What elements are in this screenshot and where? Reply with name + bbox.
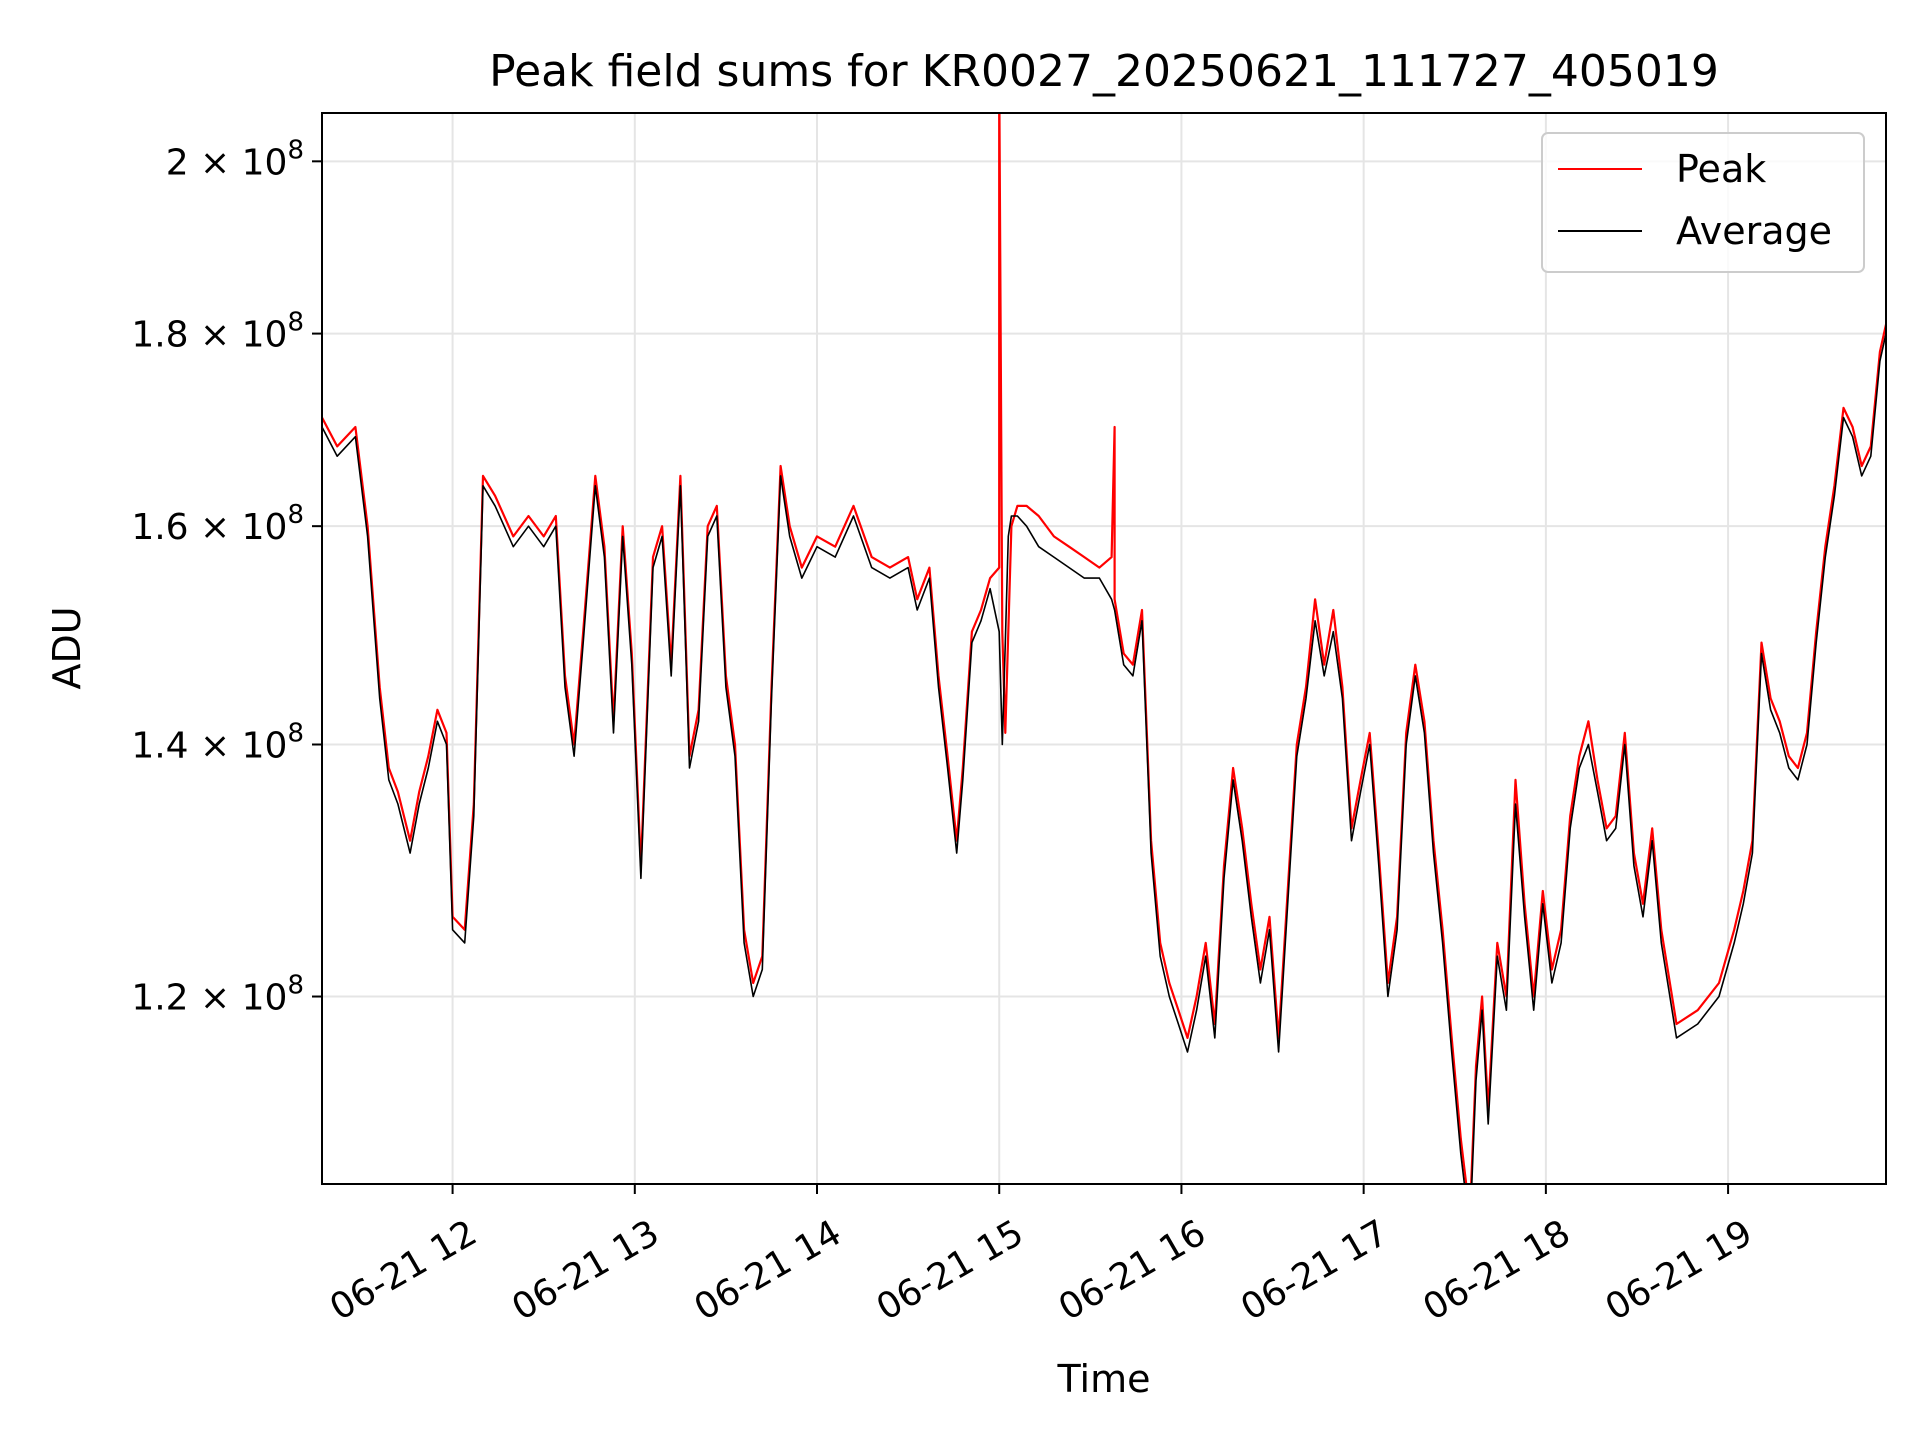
series-line-average (322, 333, 1886, 1184)
y-tick-label: 1.8 × 108 (131, 308, 304, 356)
y-tick-label: 1.6 × 108 (131, 500, 304, 548)
legend-label-average: Average (1676, 209, 1832, 253)
series-layer (322, 113, 1886, 1184)
legend: Peak Average (1541, 132, 1865, 273)
y-tick-label: 2 × 108 (166, 135, 304, 183)
y-tick-label: 1.4 × 108 (131, 718, 304, 766)
y-axis: 1.2 × 108 1.4 × 108 1.6 × 108 1.8 × 108 2 × … (131, 135, 322, 1019)
chart-title: Peak field sums for KR0027_20250621_1117… (489, 46, 1719, 97)
y-axis-label: ADU (45, 606, 89, 689)
x-axis-label: Time (1057, 1357, 1151, 1401)
legend-box (1541, 132, 1865, 273)
plot-frame (321, 112, 1887, 1185)
y-tick-label: 1.2 × 108 (131, 971, 304, 1019)
legend-label-peak: Peak (1676, 147, 1766, 191)
